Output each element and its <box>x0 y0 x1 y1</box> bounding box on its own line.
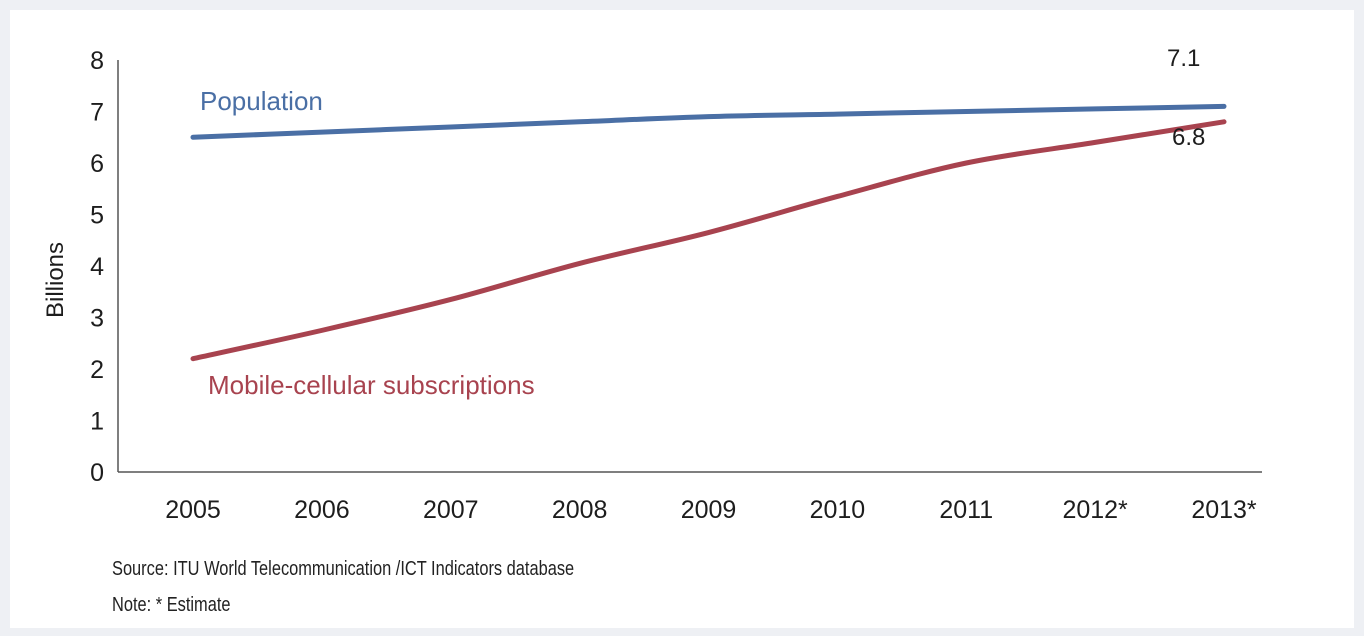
series-end-value-label: 7.1 <box>1167 45 1200 72</box>
source-label: Source: <box>112 558 169 580</box>
y-tick-label: 5 <box>90 202 104 230</box>
chart-frame <box>10 10 1354 628</box>
y-tick-label: 7 <box>90 99 104 127</box>
y-tick-labels: 0 1 2 3 4 5 6 7 8 <box>90 47 104 487</box>
x-tick-label: 2008 <box>552 496 608 524</box>
note-label: Note: <box>112 594 152 616</box>
x-tick-label: 2007 <box>423 496 479 524</box>
y-tick-label: 2 <box>90 356 104 384</box>
x-tick-label: 2012* <box>1062 496 1128 524</box>
estimate-note: Note: * Estimate <box>112 594 231 617</box>
x-tick-label: 2005 <box>165 496 221 524</box>
series-end-value-label: 6.8 <box>1172 124 1205 151</box>
y-tick-label: 8 <box>90 47 104 75</box>
series-name-label: Population <box>200 86 323 116</box>
series-lines <box>190 103 1227 362</box>
y-tick-label: 0 <box>90 459 104 487</box>
x-tick-label: 2009 <box>681 496 737 524</box>
series-line-population <box>190 103 1227 140</box>
y-tick-label: 4 <box>90 253 104 281</box>
series-labels: Population 7.1 Mobile-cellular subscriptio… <box>200 45 1205 400</box>
y-tick-label: 1 <box>90 408 104 436</box>
x-tick-labels: 2005 2006 2007 2008 2009 2010 2011 2012* 2013* <box>165 496 1257 524</box>
y-axis-title: Billions <box>42 242 69 318</box>
axes <box>117 60 1262 473</box>
note-text: * Estimate <box>155 594 231 616</box>
x-tick-label: 2010 <box>810 496 866 524</box>
x-tick-label: 2013* <box>1191 496 1257 524</box>
x-tick-label: 2006 <box>294 496 350 524</box>
source-note: Source: ITU World Telecommunication /ICT… <box>112 558 574 581</box>
y-tick-label: 3 <box>90 305 104 333</box>
x-tick-label: 2011 <box>939 496 993 524</box>
source-text: ITU World Telecommunication /ICT Indicat… <box>173 558 575 580</box>
series-name-label: Mobile-cellular subscriptions <box>208 370 535 400</box>
y-tick-label: 6 <box>90 150 104 178</box>
series-line-mobile-cellular <box>190 119 1227 362</box>
